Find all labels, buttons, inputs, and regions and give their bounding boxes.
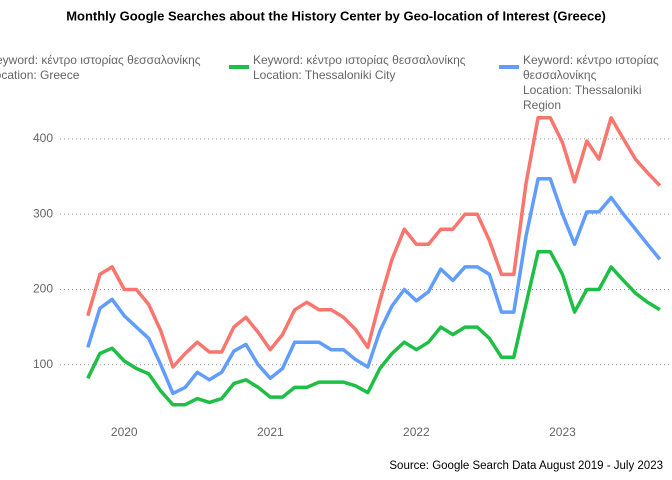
x-tick-label: 2022 bbox=[403, 425, 430, 439]
y-tick-label: 300 bbox=[33, 206, 53, 220]
line-series bbox=[86, 250, 661, 407]
legend-label: Keyword: κέντρο ιστορίας θεσσαλονίκης Lo… bbox=[253, 53, 466, 82]
legend-swatch bbox=[499, 65, 519, 69]
chart-title: Monthly Google Searches about the Histor… bbox=[66, 8, 606, 23]
y-tick-label: 400 bbox=[33, 131, 53, 145]
x-tick-label: 2020 bbox=[111, 425, 138, 439]
legend-swatch bbox=[229, 65, 249, 69]
y-tick-label: 100 bbox=[33, 357, 53, 371]
x-tick-label: 2021 bbox=[257, 425, 284, 439]
x-tick-label: 2023 bbox=[549, 425, 576, 439]
y-tick-label: 200 bbox=[33, 282, 53, 296]
caption: Source: Google Search Data August 2019 -… bbox=[389, 460, 663, 472]
legend-label: Keyword: κέντρο ιστορίας θεσσαλονίκης Lo… bbox=[0, 53, 201, 82]
line-series bbox=[86, 116, 662, 369]
legend-label: Keyword: κέντρο ιστορίας θεσσαλονίκης Lo… bbox=[523, 53, 659, 112]
line-series bbox=[86, 177, 662, 396]
